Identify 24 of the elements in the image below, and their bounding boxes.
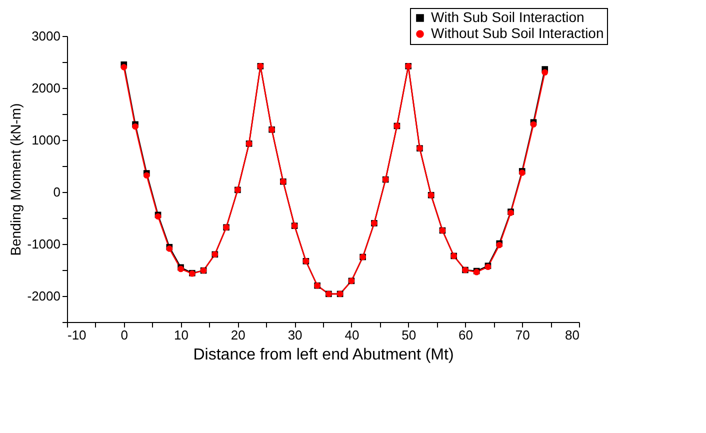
- x-tick-label: 20: [230, 328, 246, 342]
- y-tick-label: 2000: [32, 80, 60, 96]
- legend-label: Without Sub Soil Interaction: [431, 25, 604, 41]
- x-tick-label: 80: [565, 328, 580, 342]
- x-tick-label: 70: [515, 328, 530, 342]
- y-tick-label: 0: [53, 184, 60, 200]
- point: [542, 69, 548, 76]
- x-tick-label: 40: [344, 328, 360, 342]
- y-tick-label: 3000: [32, 28, 60, 44]
- point: [530, 121, 537, 128]
- x-tick-label: 60: [458, 328, 473, 342]
- x-tick-label: 50: [402, 328, 416, 342]
- y-tick-label: 1000: [32, 132, 60, 148]
- x-tick-label: -10: [68, 328, 86, 342]
- point: [143, 172, 150, 179]
- y-axis-title: Bending Moment (kN-m): [7, 103, 24, 256]
- x-tick-label: 10: [174, 328, 189, 342]
- y-tick-label: -2000: [27, 288, 60, 304]
- legend-label: With Sub Soil Interaction: [431, 9, 584, 25]
- x-tick-label: 30: [288, 328, 302, 342]
- x-tick-label: 0: [120, 328, 128, 342]
- y-tick-label: -1000: [27, 236, 60, 252]
- point: [120, 64, 128, 70]
- x-axis-title: Distance from left end Abutment (Mt): [193, 346, 454, 364]
